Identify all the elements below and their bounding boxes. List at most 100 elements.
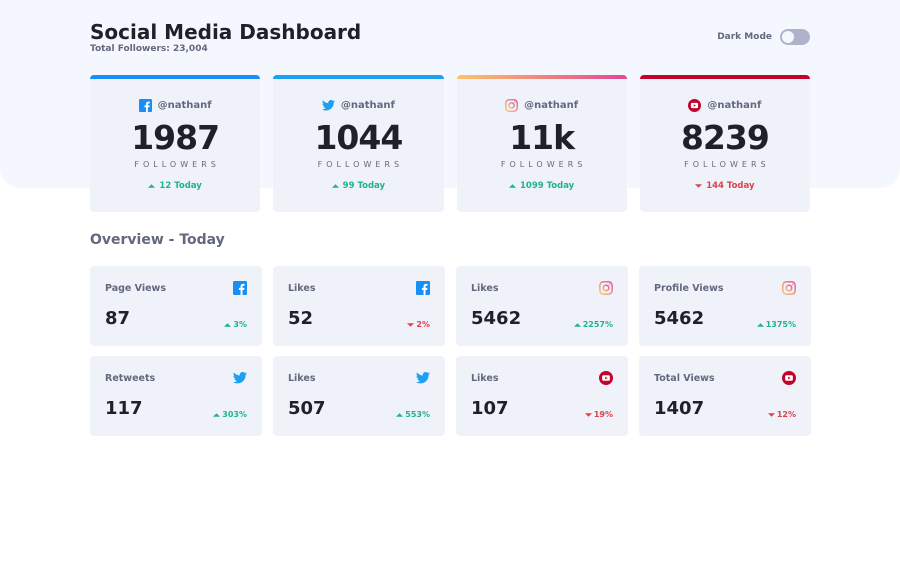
change-text: 99 Today <box>342 181 386 191</box>
card-accent-bar <box>639 75 810 79</box>
overview-label: Profile Views <box>654 283 724 294</box>
overview-card[interactable]: Likes 507 553% <box>273 356 445 436</box>
instagram-icon <box>599 281 613 295</box>
overview-card[interactable]: Likes 52 2% <box>273 266 445 346</box>
change-percent: 19% <box>593 410 613 419</box>
header: Social Media Dashboard Total Followers: … <box>90 0 810 75</box>
card-handle: @nathanf <box>640 99 810 112</box>
dark-mode-label: Dark Mode <box>717 32 772 42</box>
overview-card[interactable]: Profile Views 5462 1375% <box>639 266 811 346</box>
card-accent-bar <box>90 75 261 79</box>
overview-value: 5462 <box>471 308 522 329</box>
overview-change: 2% <box>407 320 430 329</box>
overview-grid: Page Views 87 3% Likes 52 2% Likes 5462 … <box>90 266 811 436</box>
youtube-icon <box>782 371 796 385</box>
follower-card-facebook[interactable]: @nathanf 1987 FOLLOWERS 12 Today <box>90 75 261 212</box>
change-percent: 12% <box>776 410 796 419</box>
overview-label: Likes <box>471 373 499 384</box>
arrow-up-icon <box>573 322 581 327</box>
follower-count: 11k <box>509 118 575 157</box>
change-percent: 3% <box>233 320 247 329</box>
overview-change: 3% <box>224 320 247 329</box>
change-percent: 1375% <box>765 320 796 329</box>
instagram-icon <box>782 281 796 295</box>
handle-text: @nathanf <box>707 100 762 111</box>
page-title: Social Media Dashboard <box>90 20 362 44</box>
overview-value: 507 <box>288 398 326 419</box>
overview-change: 1375% <box>756 320 796 329</box>
overview-label: Likes <box>471 283 499 294</box>
follower-change: 99 Today <box>273 181 443 191</box>
change-text: 1099 Today <box>520 181 575 191</box>
card-handle: @nathanf <box>90 99 260 112</box>
overview-value: 87 <box>105 308 131 329</box>
overview-card[interactable]: Likes 5462 2257% <box>456 266 628 346</box>
arrow-up-icon <box>509 184 516 188</box>
arrow-up-icon <box>224 322 232 327</box>
arrow-down-icon <box>695 184 703 188</box>
facebook-icon <box>138 99 152 112</box>
followers-label: FOLLOWERS <box>134 160 220 169</box>
arrow-up-icon <box>331 184 339 188</box>
overview-label: Retweets <box>105 373 156 384</box>
overview-change: 19% <box>584 410 613 419</box>
overview-card[interactable]: Retweets 117 303% <box>90 356 262 436</box>
youtube-icon <box>599 371 613 385</box>
follower-count: 8239 <box>680 118 770 157</box>
handle-text: @nathanf <box>524 100 579 111</box>
card-handle: @nathanf <box>273 99 443 112</box>
follower-card-instagram[interactable]: @nathanf 11k FOLLOWERS 1099 Today <box>456 75 627 212</box>
overview-value: 52 <box>288 308 314 329</box>
follower-count: 1044 <box>314 118 403 157</box>
arrow-up-icon <box>148 184 156 188</box>
change-text: 144 Today <box>706 181 755 191</box>
change-text: 12 Today <box>159 181 202 191</box>
follower-change: 12 Today <box>90 181 260 191</box>
overview-change: 553% <box>396 410 430 419</box>
overview-label: Likes <box>288 373 316 384</box>
change-percent: 553% <box>405 410 430 419</box>
overview-change: 12% <box>767 410 796 419</box>
change-percent: 2257% <box>582 320 613 329</box>
twitter-icon <box>233 371 247 385</box>
dashboard: Social Media Dashboard Total Followers: … <box>90 0 811 436</box>
overview-value: 1407 <box>654 398 705 419</box>
arrow-up-icon <box>396 412 404 417</box>
dark-mode-toggle[interactable]: Dark Mode <box>717 29 810 45</box>
arrow-down-icon <box>767 412 775 417</box>
overview-value: 5462 <box>654 308 705 329</box>
arrow-down-icon <box>407 322 415 327</box>
card-handle: @nathanf <box>457 99 627 112</box>
total-followers: Total Followers: 23,004 <box>90 44 208 54</box>
card-accent-bar <box>273 75 444 79</box>
overview-value: 117 <box>105 398 143 419</box>
youtube-icon <box>688 99 702 112</box>
instagram-icon <box>505 99 518 112</box>
switch-knob <box>782 31 794 43</box>
followers-label: FOLLOWERS <box>684 160 770 169</box>
arrow-up-icon <box>756 322 764 327</box>
dark-mode-switch[interactable] <box>780 29 810 45</box>
follower-change: 1099 Today <box>457 181 627 191</box>
handle-text: @nathanf <box>340 100 395 111</box>
facebook-icon <box>233 281 247 295</box>
overview-change: 303% <box>213 410 247 419</box>
follower-card-twitter[interactable]: @nathanf 1044 FOLLOWERS 99 Today <box>273 75 444 212</box>
twitter-icon <box>321 99 335 112</box>
twitter-icon <box>416 371 430 385</box>
follower-count: 1987 <box>131 118 220 157</box>
overview-label: Total Views <box>654 373 715 384</box>
follower-card-youtube[interactable]: @nathanf 8239 FOLLOWERS 144 Today <box>639 75 810 212</box>
followers-label: FOLLOWERS <box>500 160 587 169</box>
arrow-down-icon <box>584 412 592 417</box>
follower-change: 144 Today <box>640 181 810 191</box>
arrow-up-icon <box>213 412 221 417</box>
overview-change: 2257% <box>573 320 613 329</box>
overview-card[interactable]: Likes 107 19% <box>456 356 628 436</box>
followers-label: FOLLOWERS <box>317 160 404 169</box>
overview-card[interactable]: Page Views 87 3% <box>90 266 262 346</box>
change-percent: 2% <box>416 320 430 329</box>
overview-label: Page Views <box>105 283 166 294</box>
change-percent: 303% <box>222 410 247 419</box>
overview-card[interactable]: Total Views 1407 12% <box>639 356 811 436</box>
